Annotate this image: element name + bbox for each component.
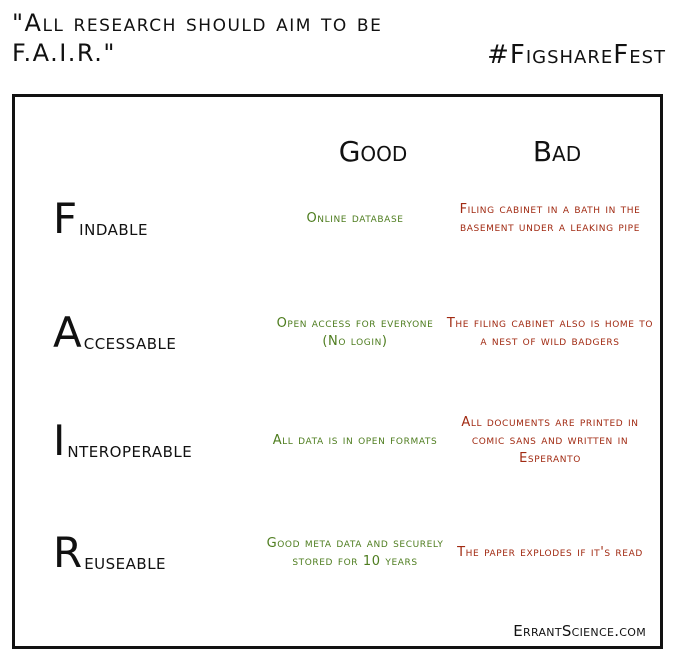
comic-panel: Good Bad F indable Online database Filin…	[12, 94, 663, 649]
good-example: All data is in open formats	[272, 433, 438, 448]
row-label-rest: euseable	[84, 550, 167, 575]
row-initial: A	[53, 308, 82, 357]
row-label: A ccessable	[53, 293, 176, 373]
good-example: Open access for everyone (No login)	[276, 316, 434, 349]
good-example: Online database	[306, 211, 404, 226]
fair-row-interoperable: I nteroperable All data is in open forma…	[15, 401, 660, 501]
good-column-heading: Good	[338, 135, 408, 168]
row-label-rest: indable	[79, 216, 148, 241]
row-initial: R	[53, 528, 83, 577]
bad-example: Filing cabinet in a bath in the basement…	[459, 202, 641, 235]
comic-quote-title: "All research should aim to be F.A.I.R."	[12, 9, 383, 67]
row-label: I nteroperable	[53, 401, 192, 481]
fair-row-findable: F indable Online database Filing cabinet…	[15, 179, 660, 279]
bad-column-heading: Bad	[532, 135, 582, 168]
row-initial: F	[53, 194, 78, 243]
site-credit: ErrantScience.com	[513, 622, 646, 640]
bad-example: All documents are printed in comic sans …	[461, 415, 639, 466]
row-label: R euseable	[53, 513, 166, 593]
good-example: Good meta data and securely stored for 1…	[266, 536, 444, 569]
bad-example: The paper explodes if it's read	[457, 545, 643, 560]
fair-row-reuseable: R euseable Good meta data and securely s…	[15, 513, 660, 613]
hashtag: #FigshareFest	[487, 40, 666, 70]
row-label-rest: ccessable	[83, 330, 177, 355]
row-initial: I	[53, 416, 66, 465]
row-label: F indable	[53, 179, 148, 259]
fair-row-accessable: A ccessable Open access for everyone (No…	[15, 293, 660, 393]
row-label-rest: nteroperable	[67, 438, 193, 463]
bad-example: The filing cabinet also is home to a nes…	[446, 316, 654, 349]
